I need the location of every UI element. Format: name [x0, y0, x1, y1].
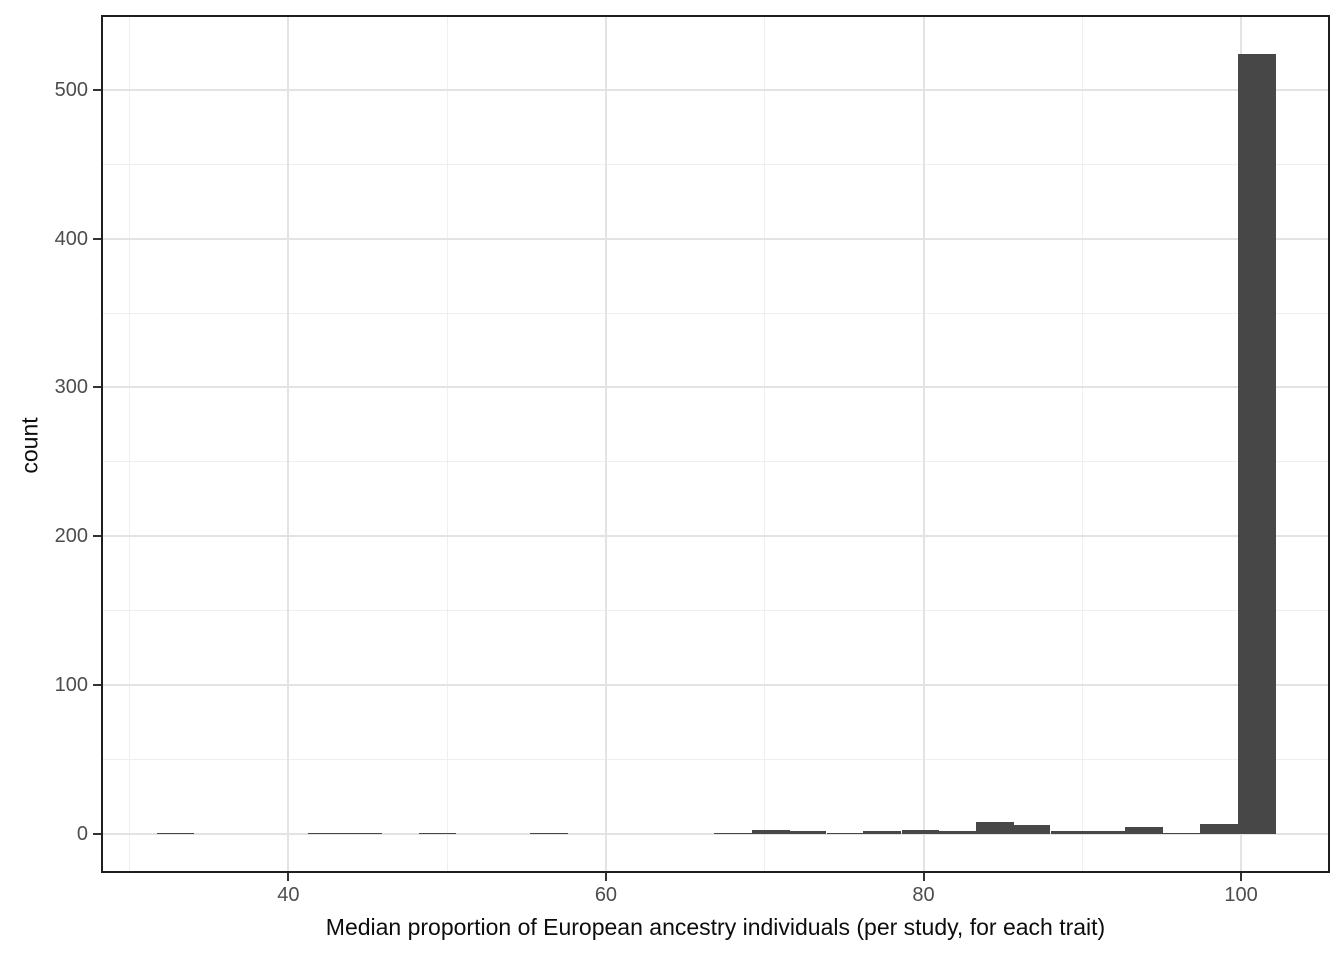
- gridline-x-major: [604, 15, 607, 873]
- gridline-y-minor: [101, 461, 1330, 463]
- y-tick-label: 300: [54, 376, 88, 399]
- histogram-bar: [529, 832, 568, 834]
- gridline-x-minor: [1081, 15, 1083, 873]
- histogram-bar: [344, 832, 382, 834]
- gridline-x-minor: [764, 15, 766, 873]
- y-tick-label: 500: [54, 78, 88, 101]
- gridline-y-minor: [101, 163, 1330, 165]
- histogram-bar: [156, 832, 195, 834]
- histogram-bar: [418, 832, 457, 834]
- histogram-bar: [307, 832, 346, 834]
- panel-border: [101, 15, 1330, 873]
- y-tick-mark: [93, 684, 101, 687]
- histogram-bar: [976, 822, 1014, 834]
- plot-panel: [101, 15, 1330, 873]
- y-tick-mark: [93, 386, 101, 389]
- gridline-y-major: [101, 684, 1330, 687]
- histogram-bar: [1200, 823, 1238, 834]
- x-tick-mark: [604, 873, 607, 881]
- histogram-bar: [1125, 826, 1164, 834]
- histogram-bar: [826, 832, 865, 834]
- gridline-y-major: [101, 833, 1330, 835]
- y-tick-label: 200: [54, 525, 88, 548]
- gridline-y-major: [101, 88, 1330, 91]
- histogram-bar: [1012, 825, 1051, 834]
- y-axis-title: count: [16, 417, 43, 474]
- gridline-x-minor: [129, 15, 131, 873]
- histogram-bar: [901, 829, 940, 834]
- gridline-y-major: [101, 386, 1330, 389]
- x-tick-mark: [922, 873, 925, 881]
- gridline-x-major: [287, 15, 290, 873]
- y-tick-label: 0: [76, 823, 88, 845]
- histogram-bar: [752, 829, 790, 834]
- histogram-bar: [863, 831, 902, 834]
- gridline-y-minor: [101, 312, 1330, 314]
- histogram-bar: [714, 832, 752, 834]
- gridline-x-major: [922, 15, 925, 873]
- gridline-y-minor: [101, 610, 1330, 612]
- y-tick-label: 100: [54, 674, 88, 697]
- x-tick-mark: [1240, 873, 1243, 881]
- y-tick-mark: [93, 237, 101, 240]
- x-tick-mark: [287, 873, 290, 881]
- histogram-bar: [1087, 831, 1125, 834]
- gridline-y-minor: [101, 759, 1330, 761]
- gridline-x-minor: [446, 15, 448, 873]
- x-axis-title: Median proportion of European ancestry i…: [325, 914, 1106, 940]
- histogram-bar: [788, 831, 827, 834]
- x-tick-label: 60: [594, 884, 618, 906]
- y-tick-mark: [93, 535, 101, 538]
- histogram-bar: [1238, 54, 1276, 834]
- x-tick-label: 40: [277, 884, 300, 906]
- histogram-bar: [938, 831, 976, 834]
- histogram-bar: [1161, 832, 1200, 834]
- histogram-bar: [1050, 831, 1089, 834]
- y-tick-mark: [93, 88, 101, 91]
- y-tick-mark: [93, 833, 101, 835]
- x-tick-label: 100: [1224, 884, 1258, 906]
- y-tick-label: 400: [54, 227, 88, 250]
- gridline-y-major: [101, 237, 1330, 240]
- x-tick-label: 80: [912, 884, 935, 906]
- gridline-y-major: [101, 535, 1330, 538]
